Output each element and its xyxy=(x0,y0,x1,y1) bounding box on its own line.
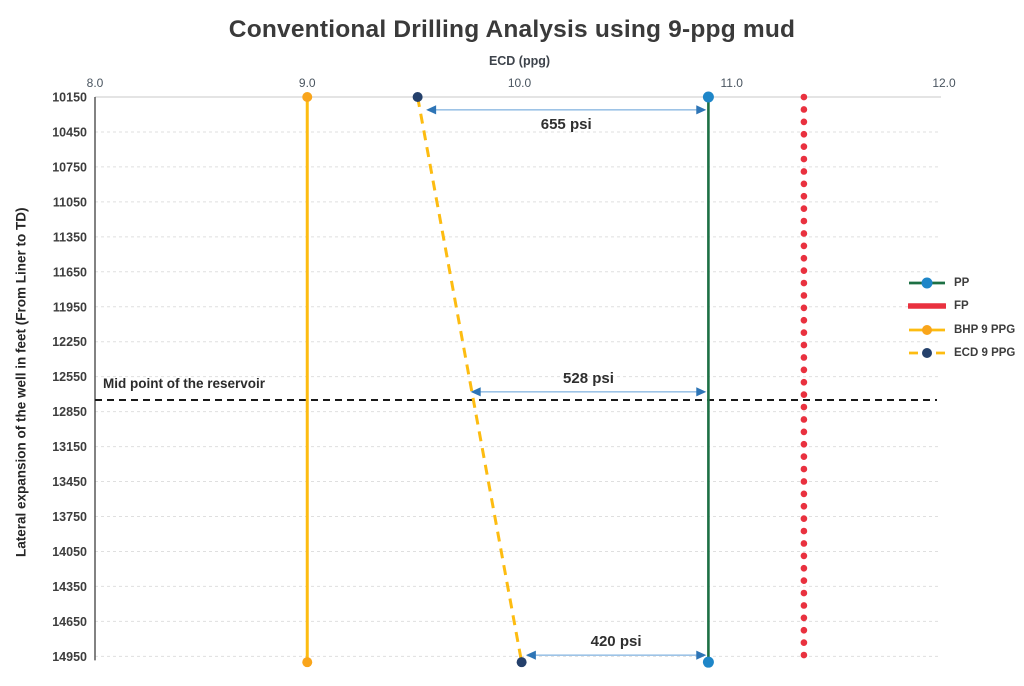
legend-label-pp: PP xyxy=(954,276,970,289)
annotation-arrowhead-right xyxy=(696,105,707,115)
annotation-arrowhead-left xyxy=(525,650,536,660)
y-tick-label: 11650 xyxy=(53,265,87,279)
x-tick-label: 8.0 xyxy=(87,76,104,90)
y-tick-label: 12550 xyxy=(52,370,87,384)
y-tick-label: 10750 xyxy=(52,160,87,174)
legend-label-bhp: BHP 9 PPG xyxy=(954,323,1016,336)
y-tick-label: 10150 xyxy=(52,91,87,105)
annotation-label: 528 psi xyxy=(563,370,614,387)
legend-item-bhp: BHP 9 PPG xyxy=(908,318,1015,342)
series-marker-pp xyxy=(702,656,714,668)
legend-marker-fp-icon xyxy=(906,298,948,314)
chart-title: Conventional Drilling Analysis using 9-p… xyxy=(228,16,796,43)
y-tick-label: 14950 xyxy=(52,650,87,664)
x-axis-title: ECD (ppg) xyxy=(488,54,551,68)
annotation-arrowhead-right xyxy=(696,387,707,397)
series-marker-bhp-9-ppg xyxy=(302,657,313,668)
y-tick-label: 13150 xyxy=(52,440,87,454)
y-tick-label: 13450 xyxy=(52,475,87,489)
x-tick-label: 11.0 xyxy=(721,76,744,90)
series-marker-bhp-9-ppg xyxy=(302,92,313,102)
x-tick-label: 12.0 xyxy=(932,76,956,90)
y-tick-label: 14650 xyxy=(52,615,87,629)
series-marker-pp xyxy=(702,91,714,103)
y-tick-label: 12850 xyxy=(52,405,87,419)
reference-line-label: Mid point of the reservoir xyxy=(103,376,266,391)
annotation-arrowhead-left xyxy=(470,387,481,397)
y-tick-label: 11050 xyxy=(53,195,87,209)
y-tick-label: 11950 xyxy=(53,300,87,314)
y-tick-label: 10450 xyxy=(52,125,87,139)
series-marker-ecd-9-ppg xyxy=(412,92,423,102)
y-tick-label: 11350 xyxy=(53,230,87,244)
series-line-ecd-9-ppg xyxy=(416,96,524,663)
y-tick-label: 12250 xyxy=(52,335,87,349)
legend-marker-ecd-icon xyxy=(908,345,946,361)
y-tick-label: 13750 xyxy=(52,510,87,524)
legend-label-ecd: ECD 9 PPG xyxy=(954,347,1016,360)
legend-item-pp: PP xyxy=(908,271,1015,295)
legend-item-fp: FP xyxy=(906,295,1015,319)
annotation-label: 655 psi xyxy=(541,116,592,133)
legend-marker-pp-icon xyxy=(908,275,946,291)
annotation-label: 420 psi xyxy=(591,633,642,650)
legend-label-fp: FP xyxy=(954,300,969,313)
series-marker-ecd-9-ppg xyxy=(516,657,527,668)
x-tick-label: 9.0 xyxy=(299,76,316,90)
legend-item-ecd: ECD 9 PPG xyxy=(908,342,1015,366)
annotation-arrowhead-right xyxy=(696,650,707,660)
y-tick-label: 14350 xyxy=(52,580,87,594)
y-tick-label: 14050 xyxy=(52,545,87,559)
annotation-arrowhead-left xyxy=(426,105,437,115)
x-tick-label: 10.0 xyxy=(508,76,532,90)
legend: PP FP BHP 9 PPG ECD 9 PPG xyxy=(906,271,1015,366)
legend-marker-bhp-icon xyxy=(908,322,946,338)
